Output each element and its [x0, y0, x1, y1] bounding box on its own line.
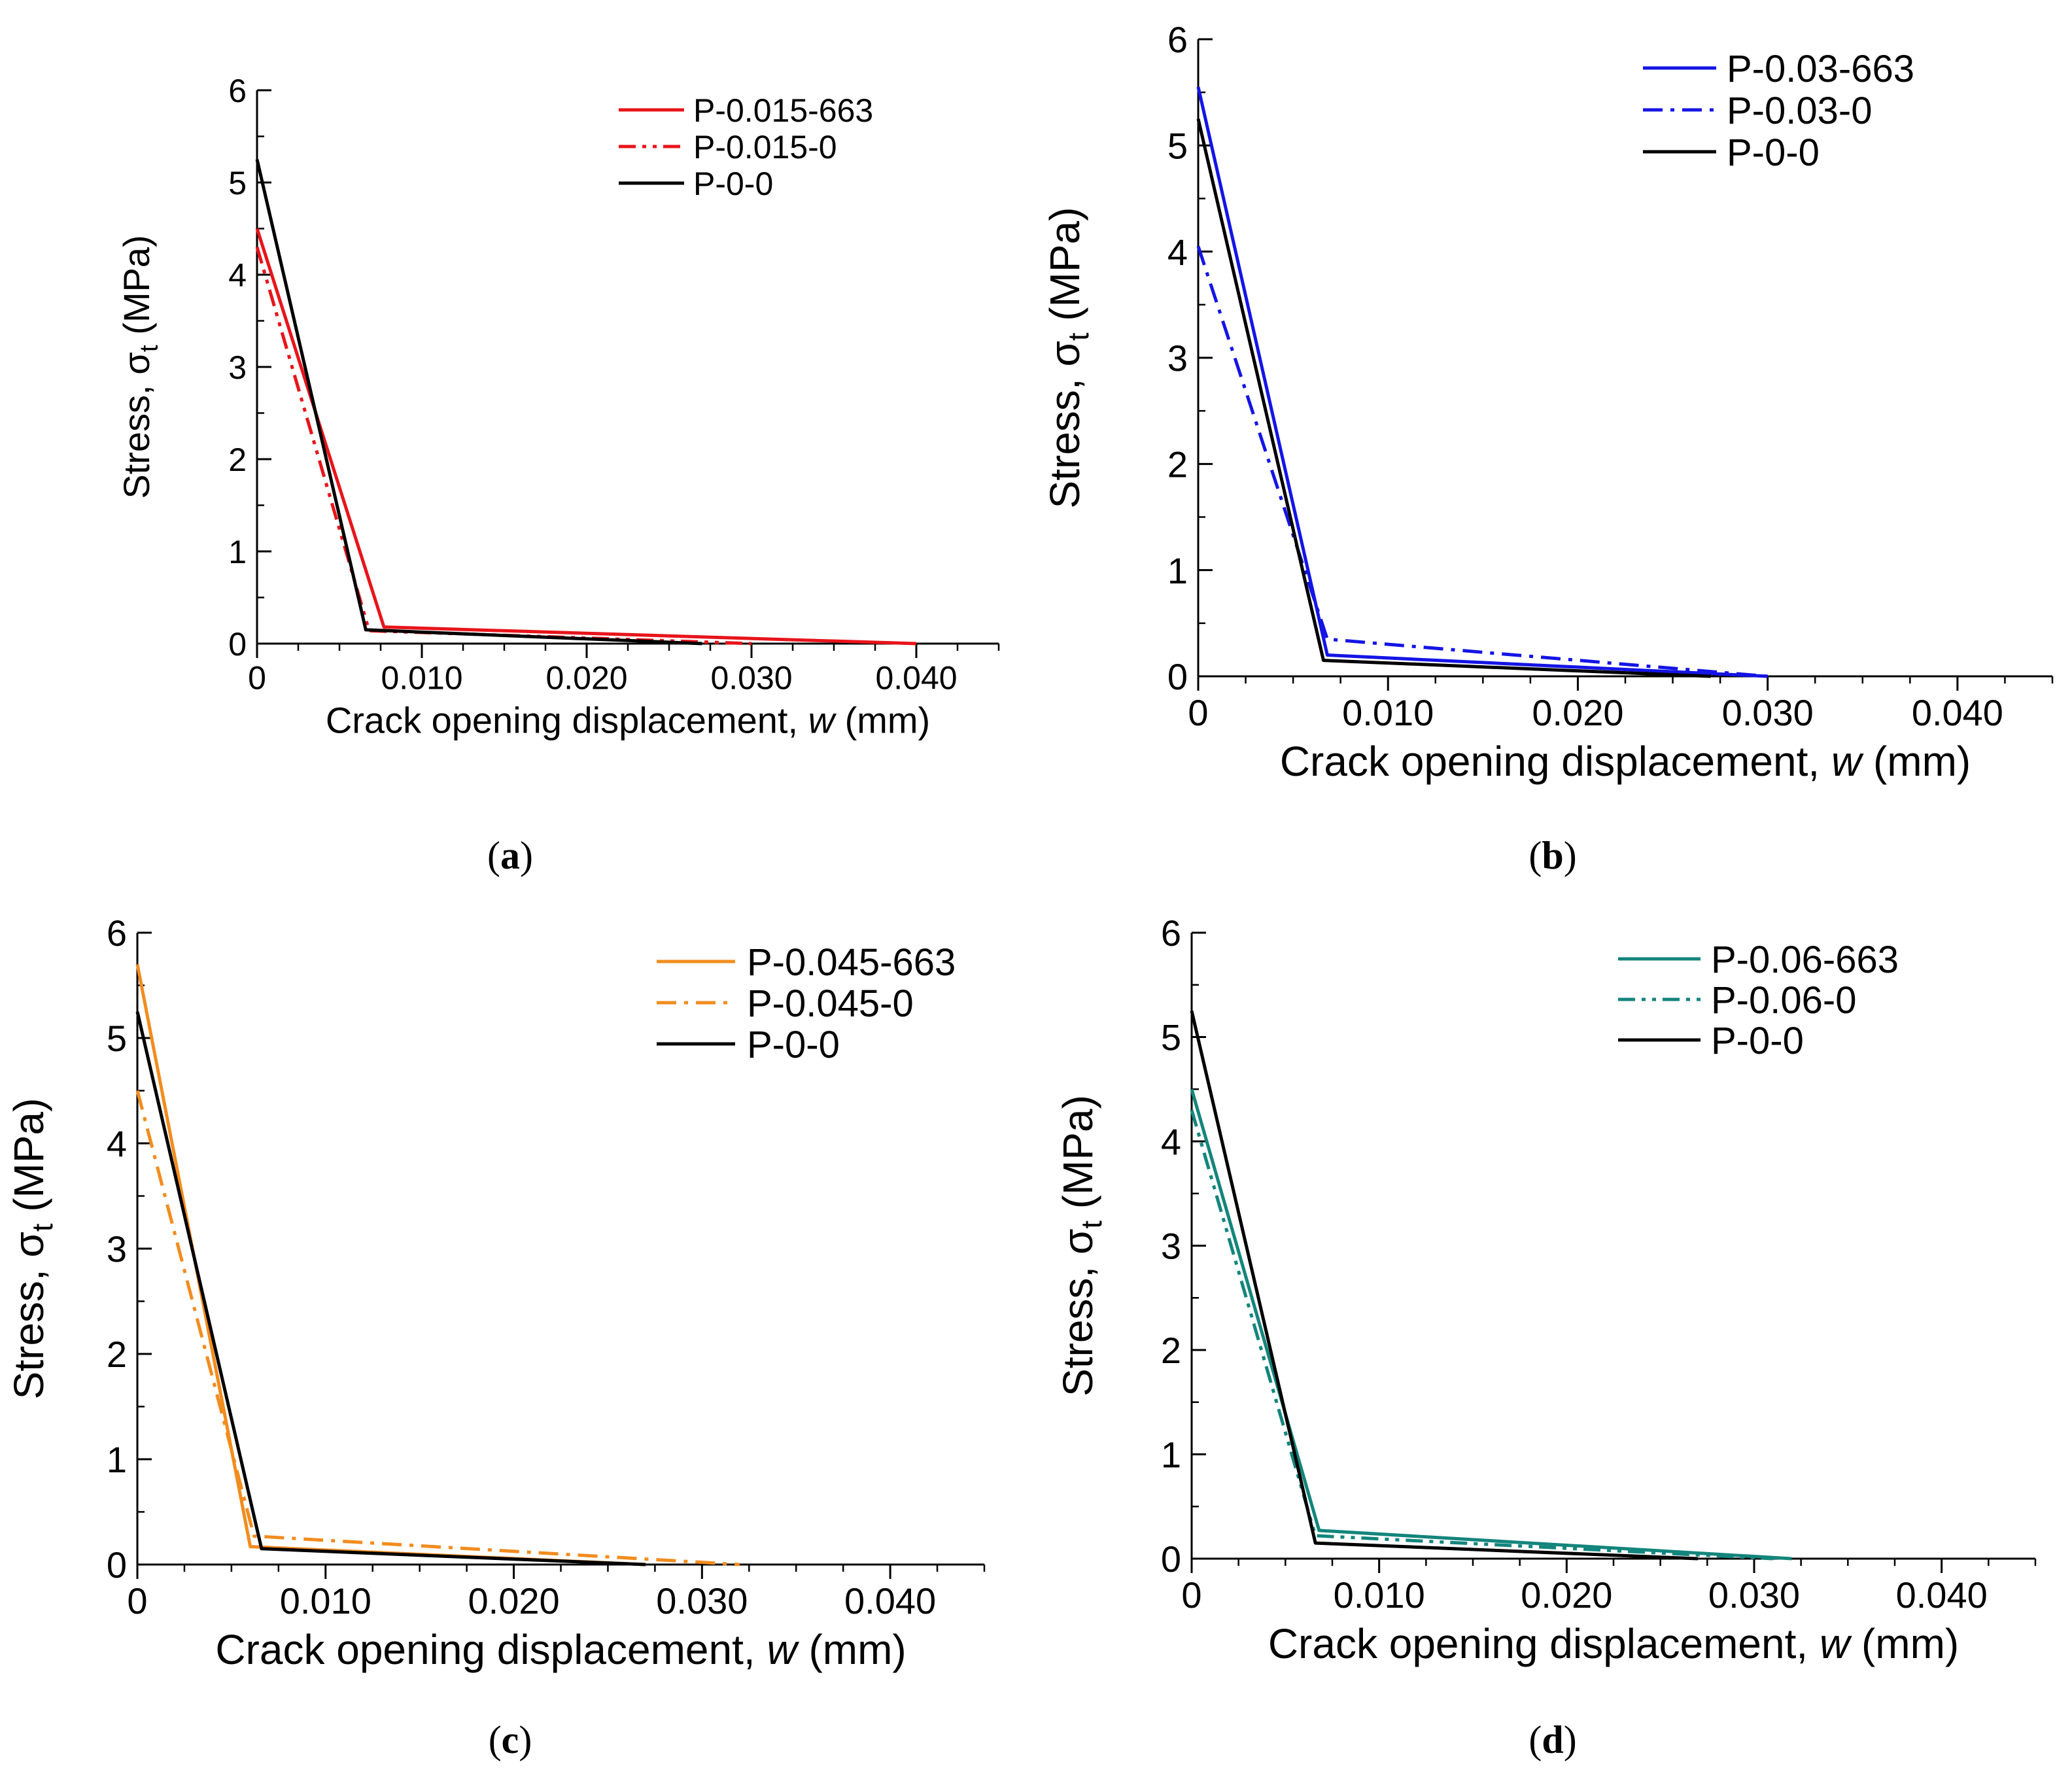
- series-line-P-0-0: [255, 159, 702, 646]
- legend-label: P-0.045-663: [747, 941, 956, 984]
- x-tick-label: 0.010: [1334, 1574, 1425, 1616]
- legend-label: P-0-0: [693, 165, 773, 202]
- panel-a: 0 0.010 0.020 0.030 0.040 0 1 2 3 4 5 6 Crack openin…: [116, 73, 1000, 877]
- series-line-P-0.015-663: [255, 228, 917, 646]
- y-tick-label: 6: [107, 912, 127, 954]
- x-axis-label: Crack opening displacement, w (mm): [1268, 1620, 1959, 1667]
- series-line-P-0.06-0: [1190, 1109, 1773, 1561]
- legend-label: P-0.03-0: [1727, 90, 1872, 132]
- y-tick-label: 1: [1167, 550, 1188, 591]
- series-line-P-0-0: [1190, 1011, 1699, 1561]
- legend-label: P-0.015-0: [693, 129, 837, 165]
- x-tick-label: 0.040: [1912, 692, 2003, 733]
- y-tick-label: 2: [1167, 443, 1188, 485]
- y-tick-label: 5: [228, 165, 247, 201]
- legend-label: P-0-0: [747, 1024, 840, 1066]
- x-tick-label: 0: [1188, 692, 1208, 733]
- y-tick-label: 4: [1167, 232, 1188, 273]
- x-axis-label: Crack opening displacement, w (mm): [215, 1626, 906, 1673]
- y-tick-label: 2: [228, 441, 247, 478]
- series-line-P-0.045-0: [135, 1090, 740, 1567]
- x-tick-label: 0.010: [1342, 692, 1434, 733]
- y-tick-label: 2: [1161, 1330, 1181, 1371]
- panel-label: (d): [1528, 1718, 1576, 1761]
- y-axis-label: Stress, σt (MPa): [5, 1098, 59, 1400]
- y-tick-label: 5: [1161, 1017, 1181, 1058]
- panel-label: (b): [1528, 834, 1576, 877]
- series-line-P-0.03-663: [1196, 86, 1768, 678]
- y-tick-label: 0: [1167, 656, 1188, 697]
- series-line-P-0-0: [1196, 118, 1711, 678]
- x-tick-label: 0.040: [875, 660, 957, 697]
- panel-b: 0 0.010 0.020 0.030 0.040 0 1 2 3 4 5 6 Crack openin…: [1041, 19, 2054, 877]
- panel-label: (c): [489, 1718, 532, 1761]
- x-tick-label: 0.040: [844, 1580, 936, 1621]
- y-axis-label: Stress, σt (MPa): [116, 235, 163, 498]
- x-tick-label: 0.040: [1896, 1574, 1988, 1616]
- y-tick-label: 4: [228, 257, 247, 294]
- x-tick-label: 0.020: [1521, 1574, 1612, 1616]
- y-tick-label: 0: [107, 1544, 127, 1585]
- series-line-P-0.015-0: [255, 246, 752, 646]
- y-tick-label: 4: [1161, 1121, 1181, 1162]
- x-tick-label: 0.030: [656, 1580, 748, 1621]
- x-tick-label: 0: [248, 660, 266, 697]
- panel-label: (a): [487, 834, 533, 877]
- y-tick-label: 6: [1161, 912, 1181, 954]
- y-tick-label: 1: [228, 534, 247, 570]
- y-tick-label: 3: [228, 349, 247, 386]
- y-tick-label: 0: [1161, 1538, 1181, 1580]
- x-tick-label: 0.030: [710, 660, 792, 697]
- y-tick-label: 0: [228, 626, 247, 663]
- panel-d: 0 0.010 0.020 0.030 0.040 0 1 2 3 4 5 6 Crack openin…: [1054, 912, 2037, 1761]
- y-tick-label: 1: [107, 1439, 127, 1480]
- y-tick-label: 6: [228, 73, 247, 109]
- y-tick-label: 1: [1161, 1434, 1181, 1476]
- legend-label: P-0.06-0: [1711, 979, 1856, 1022]
- y-axis-label: Stress, σt (MPa): [1054, 1095, 1108, 1396]
- x-tick-label: 0.010: [381, 660, 462, 697]
- series-line-P-0.06-663: [1190, 1088, 1792, 1561]
- panel-c: 0 0.010 0.020 0.030 0.040 0 1 2 3 4 5 6 Crack openin…: [5, 912, 986, 1761]
- series-line-P-0.03-0: [1196, 245, 1768, 678]
- legend-label: P-0.045-0: [747, 982, 914, 1025]
- y-tick-label: 5: [107, 1018, 127, 1059]
- y-tick-label: 3: [107, 1228, 127, 1270]
- y-tick-label: 6: [1167, 19, 1188, 60]
- legend-label: P-0.03-663: [1727, 48, 1914, 90]
- legend-label: P-0.015-663: [693, 92, 873, 129]
- series-line-P-0-0: [135, 1011, 646, 1567]
- x-axis-label: Crack opening displacement, w (mm): [1280, 738, 1971, 785]
- y-tick-label: 5: [1167, 125, 1188, 166]
- y-tick-label: 4: [107, 1123, 127, 1164]
- x-tick-label: 0.030: [1708, 1574, 1800, 1616]
- y-tick-label: 2: [107, 1334, 127, 1375]
- legend-label: P-0.06-663: [1711, 939, 1899, 981]
- series-line-P-0.045-663: [135, 963, 646, 1567]
- x-tick-label: 0.030: [1722, 692, 1814, 733]
- x-tick-label: 0.020: [545, 660, 627, 697]
- x-tick-label: 0: [127, 1580, 147, 1621]
- x-tick-label: 0.010: [280, 1580, 371, 1621]
- x-axis-label: Crack opening displacement, w (mm): [326, 700, 930, 741]
- y-tick-label: 3: [1167, 338, 1188, 379]
- x-tick-label: 0.020: [468, 1580, 559, 1621]
- x-tick-label: 0.020: [1532, 692, 1623, 733]
- legend-label: P-0-0: [1711, 1020, 1804, 1062]
- x-tick-label: 0: [1181, 1574, 1201, 1616]
- y-axis-label: Stress, σt (MPa): [1041, 207, 1095, 509]
- y-tick-label: 3: [1161, 1226, 1181, 1267]
- legend-label: P-0-0: [1727, 131, 1820, 174]
